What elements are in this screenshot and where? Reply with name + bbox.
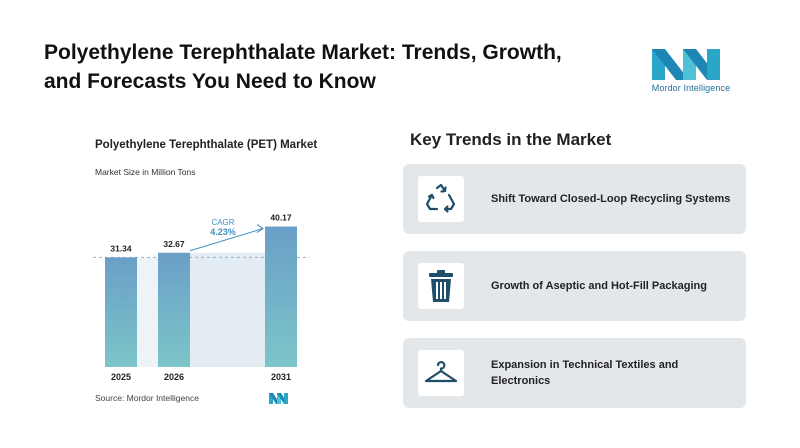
mordor-intelligence-logo: Mordor Intelligence — [641, 46, 741, 98]
x-tick-2026: 2026 — [164, 372, 184, 382]
x-tick-2031: 2031 — [271, 372, 291, 382]
growth-band — [190, 252, 265, 367]
cagr-arrow — [189, 228, 264, 252]
trend-card-recycling: Shift Toward Closed-Loop Recycling Syste… — [403, 164, 746, 234]
chart-title: Polyethylene Terephthalate (PET) Market — [95, 139, 318, 151]
trend-label: Expansion in Technical Textiles and Elec… — [491, 359, 679, 387]
x-tick-2025: 2025 — [111, 372, 131, 382]
data-label-2026: 32.67 — [163, 239, 185, 249]
cagr-arrowhead — [256, 224, 264, 233]
recycle-icon — [425, 183, 456, 213]
trend-icon-box — [418, 263, 464, 309]
cagr-value: 4.23% — [210, 227, 236, 237]
bar-2026 — [158, 252, 190, 367]
logo-mark-icon — [652, 49, 720, 80]
trend-icon-box — [418, 350, 464, 396]
page-title: Polyethylene Terephthalate Market: Trend… — [44, 41, 562, 93]
cagr-label: CAGR — [211, 218, 234, 227]
trend-label: Shift Toward Closed-Loop Recycling Syste… — [491, 193, 731, 205]
trend-card-textiles: Expansion in Technical Textiles and Elec… — [403, 338, 746, 408]
trend-card-packaging: Growth of Aseptic and Hot-Fill Packaging — [403, 251, 746, 321]
mordor-small-logo-icon — [269, 393, 288, 404]
bar-2031 — [265, 226, 297, 367]
bin-icon — [429, 270, 453, 302]
data-label-2025: 31.34 — [110, 243, 132, 253]
logo-text: Mordor Intelligence — [651, 83, 731, 93]
trend-icon-box — [418, 176, 464, 222]
chart-subtitle: Market Size in Million Tons — [95, 167, 196, 177]
bar-2025 — [105, 257, 137, 367]
data-label-2031: 40.17 — [270, 213, 292, 223]
trends-heading: Key Trends in the Market — [410, 130, 612, 149]
chart-card: Polyethylene Terephthalate (PET) Market … — [78, 128, 343, 418]
chart-source: Source: Mordor Intelligence — [95, 393, 199, 403]
trend-label: Growth of Aseptic and Hot-Fill Packaging — [491, 280, 707, 292]
gap-band — [137, 257, 158, 367]
hanger-icon — [424, 361, 458, 383]
